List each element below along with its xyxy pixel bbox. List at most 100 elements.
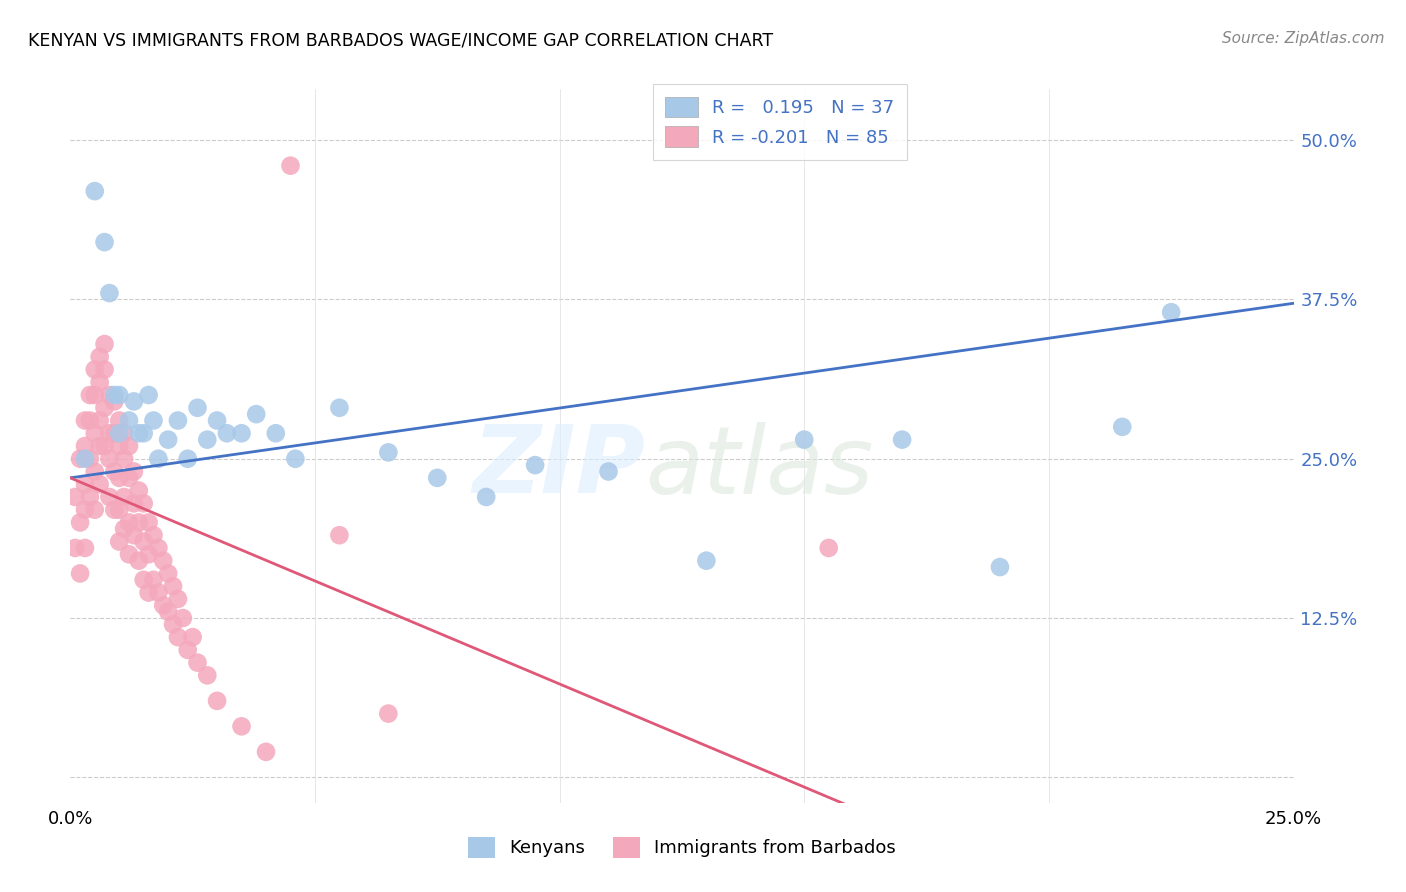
Text: KENYAN VS IMMIGRANTS FROM BARBADOS WAGE/INCOME GAP CORRELATION CHART: KENYAN VS IMMIGRANTS FROM BARBADOS WAGE/…	[28, 31, 773, 49]
Legend: Kenyans, Immigrants from Barbados: Kenyans, Immigrants from Barbados	[461, 830, 903, 865]
Point	[152, 554, 174, 568]
Point	[195, 433, 218, 447]
Point	[108, 439, 131, 453]
Point	[73, 451, 96, 466]
Point	[103, 465, 125, 479]
Point	[73, 541, 96, 555]
Point	[817, 541, 839, 555]
Point	[83, 502, 105, 516]
Point	[93, 401, 115, 415]
Point	[138, 585, 160, 599]
Point	[891, 433, 914, 447]
Point	[1111, 420, 1133, 434]
Text: ZIP: ZIP	[472, 421, 645, 514]
Point	[118, 547, 141, 561]
Point	[83, 426, 105, 441]
Point	[215, 426, 238, 441]
Point	[148, 541, 170, 555]
Point	[98, 286, 121, 301]
Point	[73, 477, 96, 491]
Point	[122, 394, 145, 409]
Point	[69, 451, 91, 466]
Point	[103, 394, 125, 409]
Point	[89, 477, 111, 491]
Point	[73, 439, 96, 453]
Point	[205, 413, 228, 427]
Point	[231, 426, 253, 441]
Point	[93, 439, 115, 453]
Point	[83, 388, 105, 402]
Point	[328, 401, 350, 415]
Point	[152, 599, 174, 613]
Point	[167, 630, 190, 644]
Point	[205, 694, 228, 708]
Point	[79, 413, 101, 427]
Point	[122, 465, 145, 479]
Point	[112, 451, 135, 466]
Point	[83, 184, 105, 198]
Point	[93, 362, 115, 376]
Point	[112, 522, 135, 536]
Text: atlas: atlas	[645, 422, 873, 513]
Point	[108, 388, 131, 402]
Point	[103, 388, 125, 402]
Text: Source: ZipAtlas.com: Source: ZipAtlas.com	[1222, 31, 1385, 46]
Point	[79, 388, 101, 402]
Point	[128, 483, 150, 498]
Point	[475, 490, 498, 504]
Point	[122, 528, 145, 542]
Point	[69, 516, 91, 530]
Point	[89, 439, 111, 453]
Point	[132, 534, 155, 549]
Point	[426, 471, 449, 485]
Point	[157, 566, 180, 581]
Point	[108, 534, 131, 549]
Point	[195, 668, 218, 682]
Point	[103, 502, 125, 516]
Point	[98, 388, 121, 402]
Point	[132, 496, 155, 510]
Point	[118, 471, 141, 485]
Point	[93, 235, 115, 249]
Point	[103, 426, 125, 441]
Point	[73, 413, 96, 427]
Point	[157, 605, 180, 619]
Point	[83, 362, 105, 376]
Point	[79, 490, 101, 504]
Point	[148, 451, 170, 466]
Point	[89, 376, 111, 390]
Point	[167, 413, 190, 427]
Point	[108, 471, 131, 485]
Point	[1160, 305, 1182, 319]
Point	[172, 611, 194, 625]
Point	[73, 502, 96, 516]
Point	[98, 426, 121, 441]
Point	[93, 337, 115, 351]
Point	[245, 407, 267, 421]
Point	[138, 547, 160, 561]
Point	[231, 719, 253, 733]
Point	[284, 451, 307, 466]
Point	[377, 706, 399, 721]
Point	[524, 458, 547, 472]
Point	[177, 451, 200, 466]
Point	[132, 573, 155, 587]
Point	[695, 554, 717, 568]
Point	[264, 426, 287, 441]
Point	[328, 528, 350, 542]
Point	[162, 617, 184, 632]
Point	[108, 502, 131, 516]
Point	[63, 490, 86, 504]
Point	[280, 159, 302, 173]
Point	[793, 433, 815, 447]
Point	[128, 516, 150, 530]
Point	[118, 413, 141, 427]
Point	[142, 528, 165, 542]
Point	[138, 516, 160, 530]
Point	[148, 585, 170, 599]
Point	[112, 426, 135, 441]
Point	[83, 465, 105, 479]
Point	[377, 445, 399, 459]
Point	[988, 560, 1011, 574]
Point	[112, 490, 135, 504]
